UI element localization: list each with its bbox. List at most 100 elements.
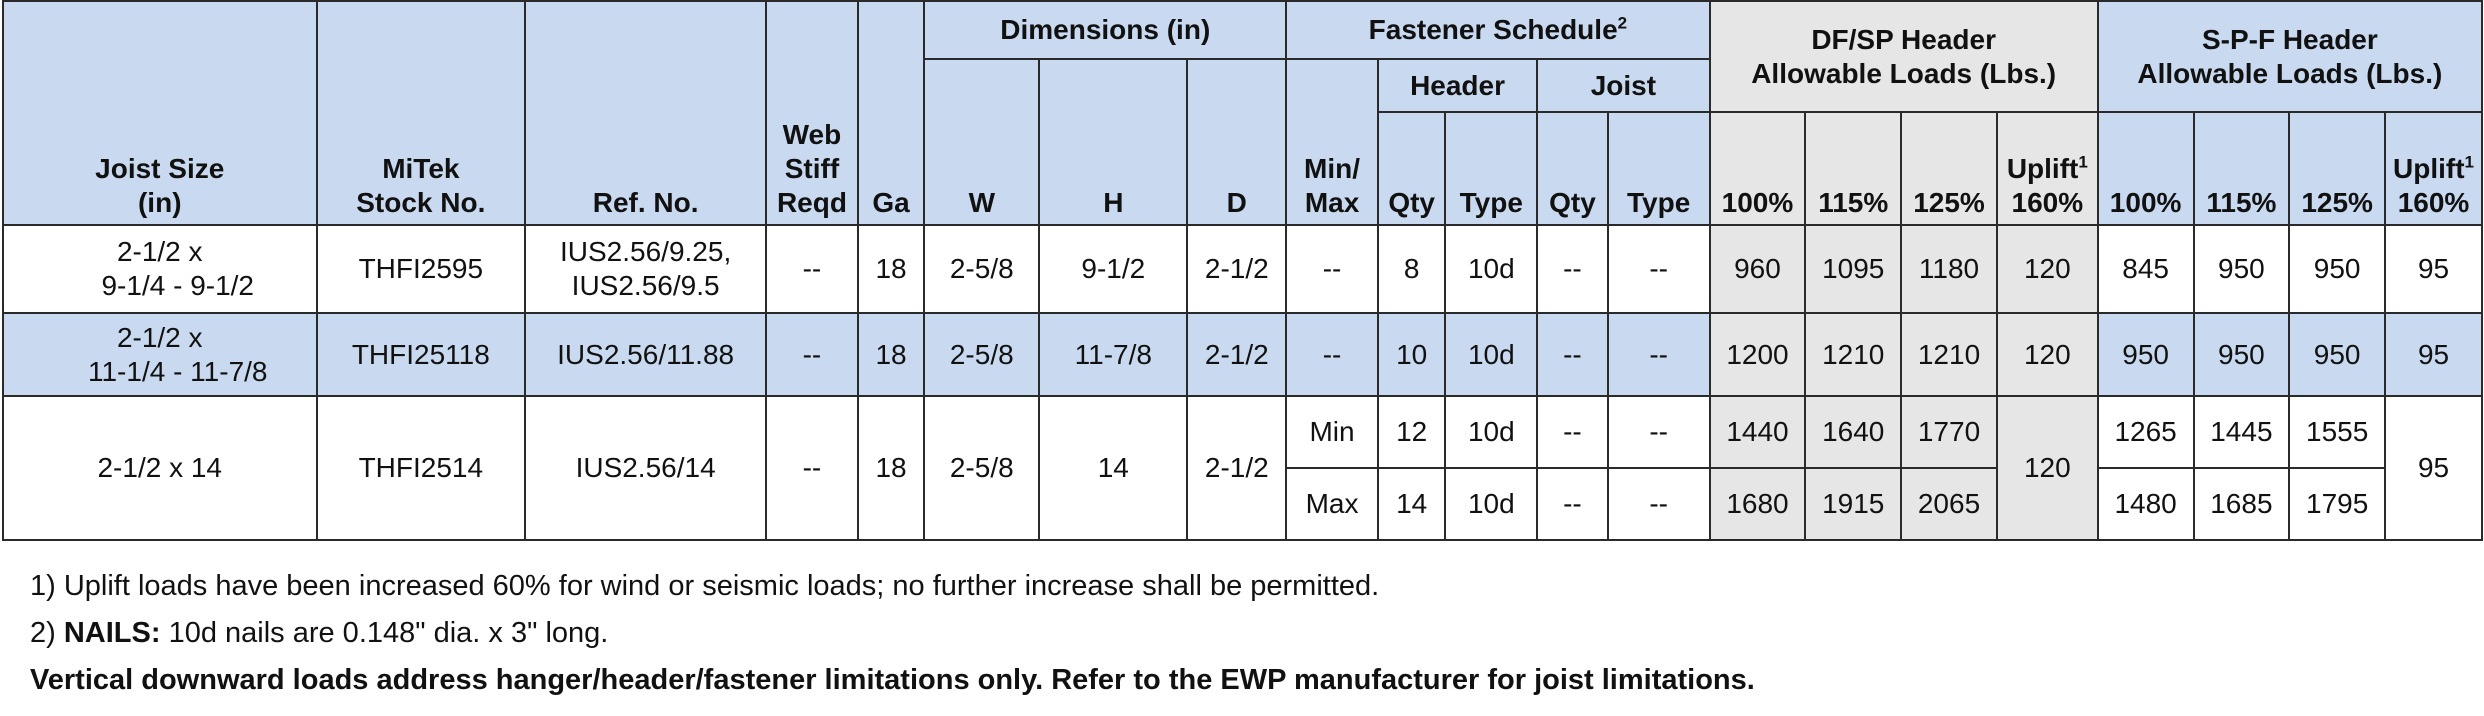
dfsp-125-header: 125% xyxy=(1900,111,1998,226)
table-row: 2-1/2 x 9-1/4 - 9-1/2 THFI2595 IUS2.56/9.… xyxy=(2,224,2483,314)
table-row: 2-1/2 x 14 THFI2514 IUS2.56/14 -- 18 2-5… xyxy=(2,395,2483,541)
web-stiff-cell: -- xyxy=(765,312,859,397)
dim-d-cell: 2-1/2 xyxy=(1186,312,1288,397)
dfsp-uplift-cell: 120 xyxy=(1995,224,2099,314)
spf-100-cell: 845 xyxy=(2096,224,2195,314)
stock-no-header: MiTek Stock No. xyxy=(315,0,527,226)
footnote-uplift: 1) Uplift loads have been increased 60% … xyxy=(30,570,1380,602)
dfsp-uplift-cell: 120 xyxy=(1995,395,2099,541)
footnotes: 1) Uplift loads have been increased 60% … xyxy=(30,563,2484,704)
gauge-cell: 18 xyxy=(856,395,926,541)
gauge-header: Ga xyxy=(856,0,926,226)
spf-125-cell: 1795 xyxy=(2288,467,2387,541)
fastener-header-group: Header xyxy=(1376,58,1539,113)
fastener-joist-group: Joist xyxy=(1536,58,1711,113)
dfsp-125-cell: 1210 xyxy=(1900,312,1998,397)
joist-qty-header: Qty xyxy=(1536,111,1609,226)
joist-type-header: Type xyxy=(1606,111,1711,226)
dim-h-cell: 9-1/2 xyxy=(1038,224,1189,314)
min-max-cell: -- xyxy=(1285,224,1379,314)
min-max-header: Min/Max xyxy=(1285,58,1379,226)
spf-100-header: 100% xyxy=(2096,111,2195,226)
ref-no-header: Ref. No. xyxy=(524,0,768,226)
spf-uplift-header: Uplift1 160% xyxy=(2384,111,2483,226)
dfsp-115-header: 115% xyxy=(1804,111,1903,226)
spf-100-cell: 1480 xyxy=(2096,467,2195,541)
fastener-schedule-header: Fastener Schedule2 xyxy=(1285,0,1711,60)
dim-w-cell: 2-5/8 xyxy=(923,312,1041,397)
joist-qty-cell: -- xyxy=(1536,312,1609,397)
joist-type-cell: -- xyxy=(1606,467,1711,541)
gauge-cell: 18 xyxy=(856,312,926,397)
stock-no-cell: THFI2595 xyxy=(315,224,527,314)
dfsp-125-cell: 1770 xyxy=(1900,395,1998,469)
spf-115-cell: 1445 xyxy=(2192,395,2291,469)
footnote-nails: 2) NAILS: 10d nails are 0.148" dia. x 3"… xyxy=(30,617,609,649)
joist-type-cell: -- xyxy=(1606,312,1711,397)
spf-125-cell: 1555 xyxy=(2288,395,2387,469)
dfsp-100-cell: 960 xyxy=(1708,224,1807,314)
dim-d-header: D xyxy=(1186,58,1288,226)
spf-uplift-cell: 95 xyxy=(2384,224,2483,314)
dfsp-uplift-cell: 120 xyxy=(1995,312,2099,397)
joist-type-cell: -- xyxy=(1606,395,1711,469)
dfsp-115-cell: 1210 xyxy=(1804,312,1903,397)
stock-no-cell: THFI2514 xyxy=(315,395,527,541)
dfsp-100-header: 100% xyxy=(1708,111,1807,226)
header-qty-cell: 8 xyxy=(1376,224,1447,314)
header-type-header: Type xyxy=(1444,111,1539,226)
header-type-cell: 10d xyxy=(1444,312,1539,397)
ref-no-cell: IUS2.56/9.25, IUS2.56/9.5 xyxy=(524,224,768,314)
hanger-load-table: Joist Size (in) MiTek Stock No. Ref. No. W… xyxy=(2,0,2484,541)
dim-w-header: W xyxy=(923,58,1041,226)
dim-w-cell: 2-5/8 xyxy=(923,395,1041,541)
joist-type-cell: -- xyxy=(1606,224,1711,314)
dim-h-cell: 11-7/8 xyxy=(1038,312,1189,397)
dim-w-cell: 2-5/8 xyxy=(923,224,1041,314)
dfsp-125-cell: 2065 xyxy=(1900,467,1998,541)
spf-115-cell: 950 xyxy=(2192,312,2291,397)
joist-size-header: Joist Size (in) xyxy=(2,0,318,226)
joist-size-cell: 2-1/2 x 9-1/4 - 9-1/2 xyxy=(2,224,318,314)
spf-uplift-cell: 95 xyxy=(2384,395,2483,541)
joist-size-cell: 2-1/2 x 14 xyxy=(2,395,318,541)
dim-d-cell: 2-1/2 xyxy=(1186,224,1288,314)
dfsp-100-cell: 1440 xyxy=(1708,395,1807,469)
ref-no-cell: IUS2.56/11.88 xyxy=(524,312,768,397)
spf-125-header: 125% xyxy=(2288,111,2387,226)
footnote-limitations: Vertical downward loads address hanger/h… xyxy=(30,664,1755,696)
spf-125-cell: 950 xyxy=(2288,224,2387,314)
header-qty-cell: 12 xyxy=(1376,395,1447,469)
dim-d-cell: 2-1/2 xyxy=(1186,395,1288,541)
spf-uplift-cell: 95 xyxy=(2384,312,2483,397)
min-max-cell: Max xyxy=(1285,467,1379,541)
joist-size-cell: 2-1/2 x 11-1/4 - 11-7/8 xyxy=(2,312,318,397)
dfsp-125-cell: 1180 xyxy=(1900,224,1998,314)
dfsp-uplift-header: Uplift1 160% xyxy=(1995,111,2099,226)
web-stiff-header: Web Stiff Reqd xyxy=(765,0,859,226)
spf-125-cell: 950 xyxy=(2288,312,2387,397)
dfsp-100-cell: 1680 xyxy=(1708,467,1807,541)
spf-115-cell: 1685 xyxy=(2192,467,2291,541)
gauge-cell: 18 xyxy=(856,224,926,314)
dfsp-header: DF/SP Header Allowable Loads (Lbs.) xyxy=(1708,0,2099,113)
dfsp-115-cell: 1640 xyxy=(1804,395,1903,469)
table-row: 2-1/2 x 11-1/4 - 11-7/8 THFI25118 IUS2.56… xyxy=(2,312,2483,397)
spf-100-cell: 1265 xyxy=(2096,395,2195,469)
spf-header: S-P-F Header Allowable Loads (Lbs.) xyxy=(2096,0,2484,113)
joist-qty-cell: -- xyxy=(1536,395,1609,469)
table-row: Max 14 10d -- -- 1680 1915 2065 1480 168… xyxy=(3,467,2482,541)
dim-h-cell: 14 xyxy=(1038,395,1189,541)
min-max-cell: Min xyxy=(1285,395,1379,469)
joist-qty-cell: -- xyxy=(1536,467,1609,541)
dimensions-header: Dimensions (in) xyxy=(923,0,1288,60)
joist-qty-cell: -- xyxy=(1536,224,1609,314)
min-max-cell: -- xyxy=(1285,312,1379,397)
header-type-cell: 10d xyxy=(1444,224,1539,314)
web-stiff-cell: -- xyxy=(765,224,859,314)
header-qty-cell: 14 xyxy=(1376,467,1447,541)
dfsp-115-cell: 1915 xyxy=(1804,467,1903,541)
header-qty-header: Qty xyxy=(1376,111,1447,226)
spf-100-cell: 950 xyxy=(2096,312,2195,397)
